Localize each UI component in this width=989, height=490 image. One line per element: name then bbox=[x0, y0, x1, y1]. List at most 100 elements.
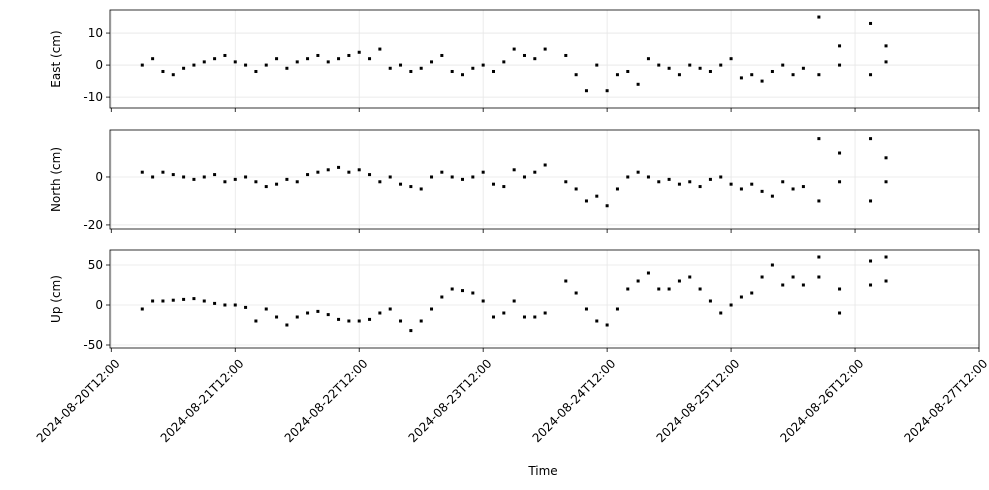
y-axis-label: North (cm) bbox=[49, 147, 63, 212]
point bbox=[285, 323, 289, 327]
point bbox=[450, 175, 454, 179]
point bbox=[440, 53, 444, 57]
point bbox=[838, 63, 842, 67]
point bbox=[615, 73, 619, 77]
point bbox=[584, 89, 588, 93]
point bbox=[357, 168, 361, 172]
y-tick-label: -50 bbox=[83, 338, 103, 352]
point bbox=[471, 291, 475, 295]
point bbox=[739, 76, 743, 80]
point bbox=[869, 199, 873, 203]
point bbox=[264, 307, 268, 311]
point bbox=[770, 69, 774, 73]
point bbox=[347, 53, 351, 57]
point bbox=[337, 165, 341, 169]
point bbox=[140, 170, 144, 174]
point bbox=[838, 44, 842, 48]
point bbox=[202, 175, 206, 179]
point bbox=[781, 180, 785, 184]
point bbox=[419, 66, 423, 70]
point bbox=[481, 170, 485, 174]
point bbox=[595, 63, 599, 67]
point bbox=[368, 317, 372, 321]
point bbox=[626, 287, 630, 291]
point bbox=[719, 63, 723, 67]
point bbox=[491, 182, 495, 186]
point bbox=[491, 69, 495, 73]
point bbox=[729, 182, 733, 186]
point bbox=[440, 295, 444, 299]
point bbox=[306, 173, 310, 177]
point bbox=[760, 189, 764, 193]
y-tick-label: -10 bbox=[83, 90, 103, 104]
point bbox=[378, 47, 382, 51]
point bbox=[285, 66, 289, 70]
point bbox=[171, 298, 175, 302]
point bbox=[254, 180, 258, 184]
point bbox=[295, 315, 299, 319]
point bbox=[688, 63, 692, 67]
point bbox=[140, 63, 144, 67]
point bbox=[605, 204, 609, 208]
point bbox=[512, 47, 516, 51]
point bbox=[502, 60, 506, 64]
point bbox=[264, 185, 268, 189]
point bbox=[471, 66, 475, 70]
point bbox=[626, 175, 630, 179]
point bbox=[347, 319, 351, 323]
point bbox=[244, 175, 248, 179]
x-axis-label: Time bbox=[527, 464, 557, 478]
point bbox=[522, 53, 526, 57]
point bbox=[791, 73, 795, 77]
point bbox=[419, 319, 423, 323]
point bbox=[817, 15, 821, 19]
point bbox=[677, 279, 681, 283]
y-tick-label: 50 bbox=[88, 258, 103, 272]
y-tick-label: 0 bbox=[95, 170, 103, 184]
point bbox=[657, 287, 661, 291]
point bbox=[233, 177, 237, 181]
point bbox=[543, 47, 547, 51]
point bbox=[244, 305, 248, 309]
point bbox=[368, 57, 372, 61]
point bbox=[719, 311, 723, 315]
point bbox=[667, 287, 671, 291]
point bbox=[688, 180, 692, 184]
point bbox=[223, 53, 227, 57]
point bbox=[213, 57, 217, 61]
point bbox=[192, 297, 196, 301]
point bbox=[574, 73, 578, 77]
point bbox=[750, 182, 754, 186]
point bbox=[213, 301, 217, 305]
point bbox=[760, 275, 764, 279]
point bbox=[213, 173, 217, 177]
point bbox=[838, 311, 842, 315]
plot-frame bbox=[109, 129, 980, 230]
point bbox=[719, 175, 723, 179]
point bbox=[750, 73, 754, 77]
point bbox=[817, 275, 821, 279]
point bbox=[151, 175, 155, 179]
point bbox=[409, 329, 413, 333]
point bbox=[161, 170, 165, 174]
point bbox=[481, 299, 485, 303]
point bbox=[564, 180, 568, 184]
point bbox=[223, 303, 227, 307]
point bbox=[817, 73, 821, 77]
point bbox=[636, 82, 640, 86]
point bbox=[605, 323, 609, 327]
plot-frame bbox=[109, 249, 980, 349]
point bbox=[646, 175, 650, 179]
point bbox=[838, 180, 842, 184]
point bbox=[801, 185, 805, 189]
point bbox=[564, 279, 568, 283]
point bbox=[326, 313, 330, 317]
point bbox=[574, 187, 578, 191]
point bbox=[337, 317, 341, 321]
point bbox=[450, 69, 454, 73]
point bbox=[430, 307, 434, 311]
point bbox=[615, 307, 619, 311]
point bbox=[337, 57, 341, 61]
point bbox=[801, 283, 805, 287]
